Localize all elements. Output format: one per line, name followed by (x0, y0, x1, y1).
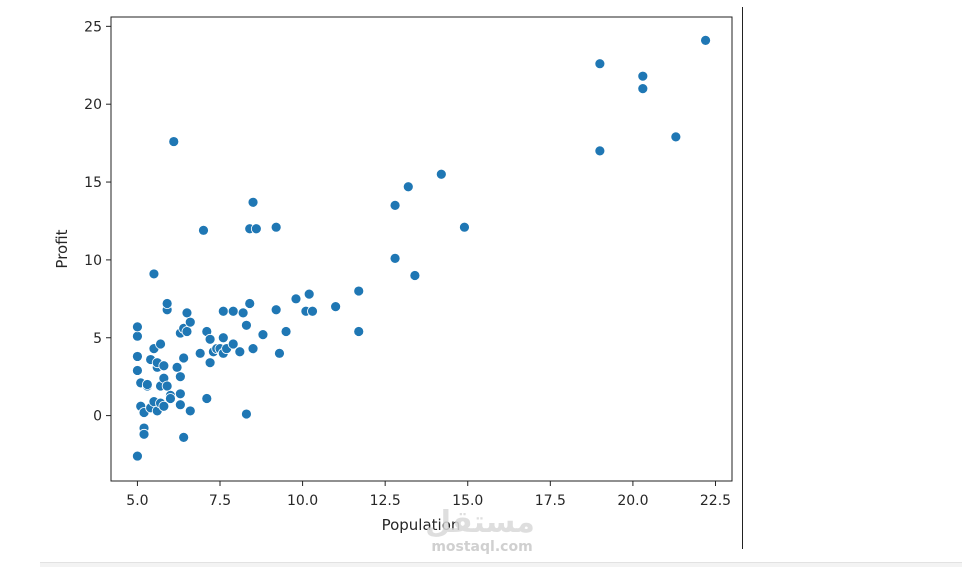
data-point (389, 200, 401, 211)
x-tick-label: 7.5 (209, 493, 231, 509)
data-point (227, 338, 239, 350)
data-points (132, 34, 711, 462)
data-point (307, 305, 318, 317)
data-point (257, 329, 269, 341)
y-axis-ticks: 0 5 10 15 20 25 (84, 19, 111, 425)
data-point (165, 393, 176, 404)
data-point (161, 298, 173, 309)
data-point (178, 352, 190, 364)
data-point (132, 330, 143, 342)
y-tick-label: 15 (84, 175, 102, 191)
data-point (174, 371, 186, 383)
bottom-scrollbar-track (40, 562, 962, 567)
data-point (637, 83, 649, 95)
data-point (241, 319, 252, 331)
right-divider (742, 7, 743, 549)
data-point (217, 305, 229, 317)
data-point (132, 321, 143, 333)
data-point (184, 316, 196, 328)
data-point (237, 307, 249, 319)
data-point (270, 304, 282, 316)
data-point (290, 293, 302, 305)
data-point (353, 326, 365, 337)
data-point (201, 393, 213, 404)
data-point (198, 224, 209, 236)
plot-area (110, 16, 733, 482)
data-point (132, 450, 143, 462)
data-point (274, 347, 285, 359)
data-point (174, 388, 186, 400)
data-point (303, 288, 315, 300)
data-point (204, 357, 216, 369)
x-axis-ticks: 5.0 7.5 10.0 12.5 15.0 17.5 20.0 22.5 (126, 481, 731, 509)
data-point (409, 270, 421, 281)
watermark: مستقل mostaql.com (425, 505, 535, 555)
data-point (280, 326, 292, 337)
data-point (138, 428, 150, 440)
data-point (158, 400, 170, 412)
data-point (594, 145, 606, 157)
x-tick-label: 15.0 (452, 493, 483, 509)
data-point (158, 360, 170, 372)
y-axis-label: Profit (53, 229, 71, 268)
data-point (181, 307, 193, 319)
data-point (330, 301, 342, 313)
data-point (184, 405, 196, 417)
data-point (402, 181, 414, 193)
data-point (241, 408, 252, 420)
y-tick-label: 0 (93, 409, 102, 425)
data-point (204, 333, 216, 345)
x-tick-label: 10.0 (287, 493, 318, 509)
data-point (132, 351, 143, 362)
data-point (141, 379, 153, 390)
data-point (217, 332, 229, 344)
data-point (194, 347, 206, 359)
data-point (155, 338, 166, 350)
data-point (168, 136, 180, 147)
x-tick-label: 20.0 (617, 493, 648, 509)
data-point (174, 399, 186, 411)
data-point (227, 305, 239, 317)
data-point (637, 70, 649, 82)
data-point (670, 131, 682, 143)
data-point (459, 221, 470, 233)
x-tick-label: 5.0 (126, 493, 148, 509)
y-tick-label: 25 (84, 19, 102, 35)
data-point (353, 285, 365, 297)
data-point (171, 361, 183, 373)
data-point (181, 326, 193, 337)
x-tick-label: 22.5 (700, 493, 731, 509)
data-point (148, 268, 160, 280)
y-tick-label: 20 (84, 97, 102, 113)
data-point (247, 196, 259, 208)
data-point (178, 432, 190, 443)
data-point (132, 365, 143, 376)
data-point (700, 34, 711, 46)
data-point (161, 380, 173, 392)
y-tick-label: 10 (84, 253, 102, 269)
x-tick-label: 12.5 (370, 493, 401, 509)
x-axis-label: Population (382, 516, 461, 534)
data-point (389, 252, 401, 264)
data-point (270, 221, 282, 233)
y-tick-label: 5 (93, 331, 102, 347)
data-point (250, 223, 262, 235)
watermark-latin: mostaql.com (431, 539, 532, 555)
data-point (247, 343, 259, 355)
data-point (234, 346, 246, 358)
data-point (594, 58, 606, 70)
data-point (244, 298, 256, 309)
x-tick-label: 17.5 (535, 493, 566, 509)
data-point (435, 168, 447, 180)
watermark-arabic: مستقل (425, 505, 535, 540)
